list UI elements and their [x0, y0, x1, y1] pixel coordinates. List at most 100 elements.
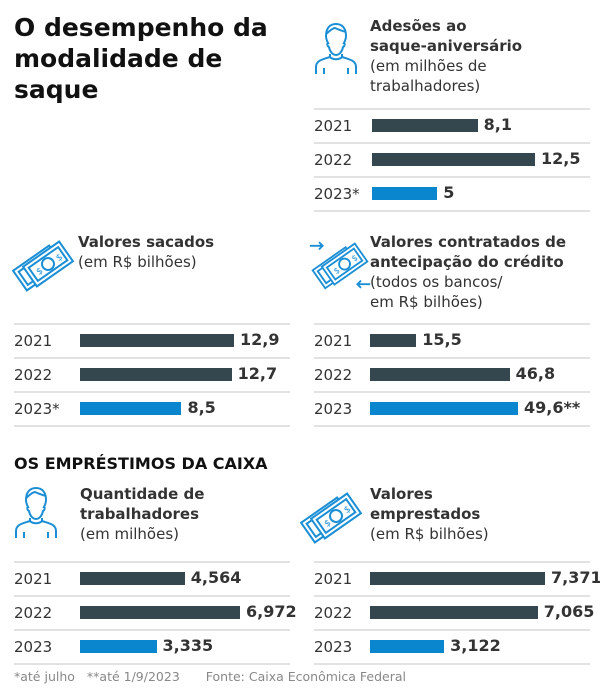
bar-row: 2021 12,9: [14, 323, 290, 357]
bar-row: 2023 3,122: [314, 629, 590, 665]
category-label: 2021: [314, 332, 353, 350]
money-icon: $ $: [8, 236, 78, 298]
value-label: 7,065: [543, 602, 595, 621]
bar-rows: 2021 4,564 2022 6,972 2023 3,335: [14, 561, 297, 665]
category-label: 2022: [14, 604, 53, 622]
bar-row: 2022 12,7: [14, 357, 290, 391]
category-label: 2021: [314, 570, 353, 588]
category-label: 2022: [314, 604, 353, 622]
money-icon: $ $: [296, 488, 366, 550]
bar: [370, 640, 445, 653]
category-label: 2023: [314, 638, 353, 656]
chart-title-line: Valores sacados: [78, 233, 215, 251]
bar: [80, 368, 232, 381]
bar-row: 2023 3,335: [14, 629, 290, 665]
svg-text:$: $: [342, 505, 352, 516]
bar: [370, 572, 545, 585]
chart-title-line: Adesões ao: [370, 17, 467, 35]
bar: [372, 153, 535, 166]
bar: [80, 606, 240, 619]
chart-title: Quantidade de trabalhadores (em milhões): [80, 484, 204, 544]
bar: [370, 606, 538, 619]
category-label: 2022: [314, 151, 353, 169]
bar: [372, 187, 438, 200]
main-title: O desempenho da modalidade de saque: [14, 13, 268, 104]
category-label: 2022: [14, 366, 53, 384]
chart-title-line: saque-aniversário: [370, 37, 523, 55]
bar-rows: 2021 7,371 2022 7,065 2023 3,122: [314, 561, 600, 665]
chart-title: Valores sacados (em R$ bilhões): [78, 232, 214, 272]
chart-unit-line: (em milhões): [80, 525, 179, 543]
value-label: 7,371: [551, 568, 600, 587]
value-label: 3,122: [450, 636, 501, 655]
person-icon: [314, 20, 358, 78]
value-label: 8,1: [483, 115, 512, 134]
bar-row: 2022 12,5: [314, 142, 590, 176]
bar-row: 2022 46,8: [314, 357, 590, 391]
chart-title: Adesões ao saque-aniversário (em milhões d…: [370, 16, 522, 96]
bar-rows: 2021 8,1 2022 12,5 2023* 5: [314, 108, 590, 212]
svg-text:$: $: [35, 266, 45, 277]
svg-text:$: $: [332, 265, 342, 276]
value-label: 15,5: [422, 330, 462, 349]
chart-title-line: Valores contratados de: [370, 233, 567, 251]
person-icon: [14, 484, 58, 542]
bar-row: 2023* 5: [314, 176, 590, 212]
bar: [370, 402, 518, 415]
footnotes: *até julho **até 1/9/2023 Fonte: Caixa E…: [14, 669, 414, 684]
chart-unit-line: trabalhadores): [370, 77, 481, 95]
bar-row: 2023 49,6**: [314, 391, 590, 427]
category-label: 2022: [314, 366, 353, 384]
footnote: *até julho: [14, 669, 75, 684]
chart-title: Valores emprestados (em R$ bilhões): [370, 484, 489, 544]
chart-unit-line: (em milhões de: [370, 57, 487, 75]
chart-unit-line: (em R$ bilhões): [370, 525, 489, 543]
chart-unit-line: (todos os bancos/: [370, 273, 503, 291]
chart-unit-line: (em R$ bilhões): [78, 253, 197, 271]
bar: [80, 640, 157, 653]
category-label: 2023: [14, 638, 53, 656]
bar-rows: 2021 12,9 2022 12,7 2023* 8,5: [14, 323, 290, 427]
bar-rows: 2021 15,5 2022 46,8 2023 49,6**: [314, 323, 590, 427]
chart-title-line: Valores: [370, 485, 433, 503]
value-label: 12,7: [237, 364, 278, 383]
value-label: 46,8: [515, 364, 556, 383]
bar: [80, 402, 182, 415]
category-label: 2021: [14, 332, 53, 350]
bar-row: 2022 7,065: [314, 595, 594, 629]
category-label: 2023*: [14, 400, 60, 418]
category-label: 2021: [14, 570, 53, 588]
bar-row: 2023* 8,5: [14, 391, 290, 427]
value-label: 12,9: [240, 330, 280, 349]
svg-text:$: $: [323, 518, 333, 529]
bar-row: 2021 15,5: [314, 323, 590, 357]
bar-row: 2021 8,1: [314, 108, 590, 142]
source: Fonte: Caixa Econômica Federal: [205, 669, 406, 684]
bar: [372, 119, 478, 132]
chart-title: Valores contratados de antecipação do cré…: [370, 232, 566, 312]
chart-title-line: trabalhadores: [80, 505, 200, 523]
value-label: 6,972: [246, 602, 297, 621]
footnote: **até 1/9/2023: [86, 669, 180, 684]
value-label: 8,5: [187, 398, 216, 417]
money-transfer-icon: $ $: [308, 236, 372, 298]
bar-row: 2021 4,564: [14, 561, 290, 595]
value-label: 3,335: [162, 636, 214, 655]
category-label: 2021: [314, 117, 353, 135]
category-label: 2023*: [314, 185, 360, 203]
chart-title-line: Quantidade de: [80, 485, 205, 503]
bar-row: 2022 6,972: [14, 595, 297, 629]
bar-row: 2021 7,371: [314, 561, 600, 595]
svg-text:$: $: [54, 253, 64, 264]
value-label: 5: [443, 183, 455, 202]
bar: [80, 334, 234, 347]
chart-title-line: emprestados: [370, 505, 481, 523]
section-title: OS EMPRÉSTIMOS DA CAIXA: [14, 454, 268, 473]
bar: [370, 368, 510, 381]
chart-title-line: antecipação do crédito: [370, 253, 564, 271]
value-label: 49,6**: [524, 398, 581, 417]
bar: [370, 334, 417, 347]
value-label: 4,564: [190, 568, 242, 587]
value-label: 12,5: [541, 149, 581, 168]
